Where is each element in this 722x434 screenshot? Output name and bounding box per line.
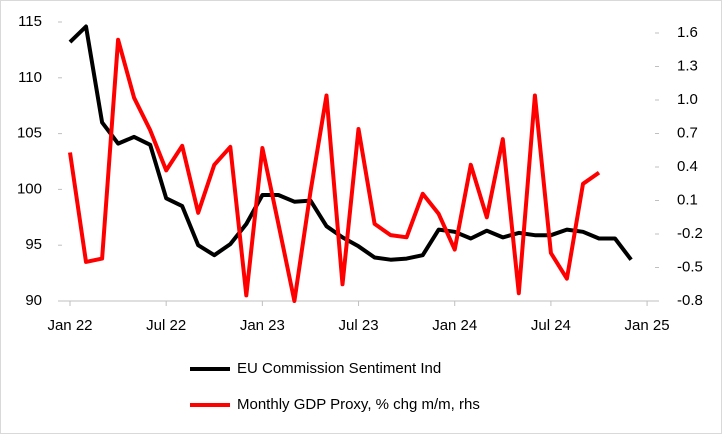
y2-tick-label: 1.6 [677, 24, 698, 41]
x-tick-label: Jan 25 [625, 317, 670, 334]
y-tick-label: 90 [25, 292, 42, 309]
y-tick-label: 110 [18, 69, 42, 86]
x-tick-label: Jan 22 [47, 317, 92, 334]
y2-tick-label: 0.4 [677, 158, 698, 175]
series-line [68, 37, 601, 303]
y2-tick-label: -0.5 [677, 258, 703, 275]
x-tick-label: Jan 23 [240, 317, 285, 334]
y2-tick-label: 1.3 [677, 57, 698, 74]
y2-tick-label: 1.0 [677, 91, 698, 108]
x-tick-label: Jul 24 [531, 317, 571, 334]
y-tick-label: 100 [17, 180, 42, 197]
y-tick-label: 115 [18, 13, 42, 30]
y2-tick-label: -0.2 [677, 225, 703, 242]
series-line [68, 24, 633, 262]
y2-tick-label: 0.7 [677, 124, 698, 141]
x-tick-label: Jul 22 [146, 317, 186, 334]
legend-label: EU Commission Sentiment Ind [237, 360, 441, 377]
y-tick-label: 95 [25, 236, 42, 253]
y-tick-label: 105 [17, 125, 42, 142]
y2-tick-label: -0.8 [677, 292, 703, 309]
x-tick-label: Jan 24 [432, 317, 477, 334]
legend-label: Monthly GDP Proxy, % chg m/m, rhs [237, 396, 480, 413]
x-tick-label: Jul 23 [339, 317, 379, 334]
y2-tick-label: 0.1 [677, 191, 698, 208]
